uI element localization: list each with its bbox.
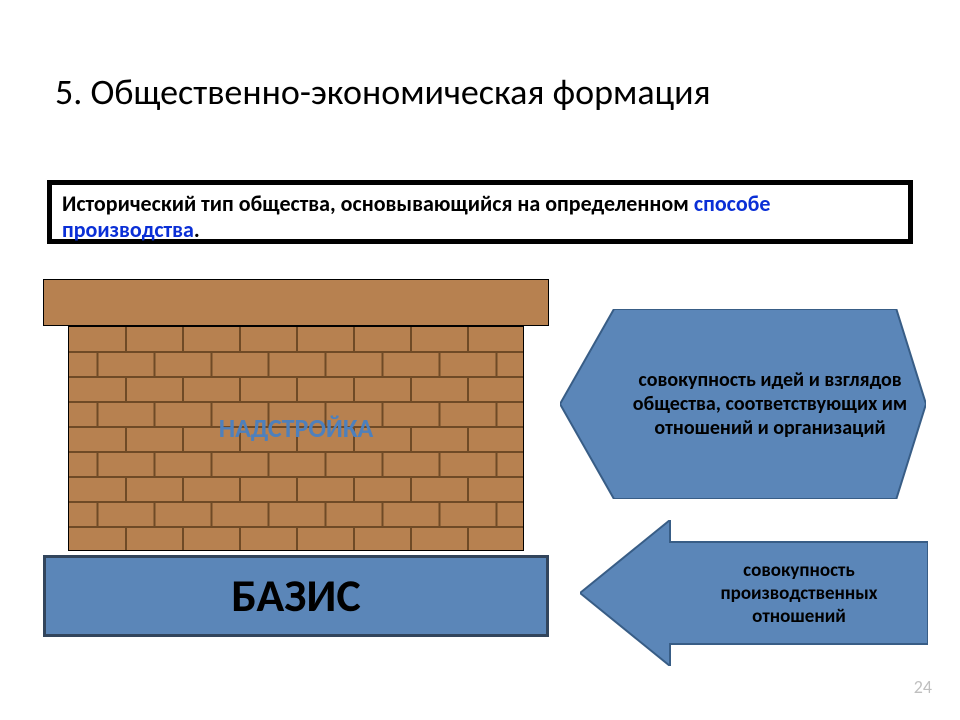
brick-wall: [68, 326, 524, 551]
callout-bottom: совокупность производственных отношений: [670, 542, 928, 644]
callout-top-text: совокупность идей и взглядов общества, с…: [614, 364, 926, 444]
basis-box: БАЗИС: [43, 555, 549, 637]
callout-bottom-text: совокупность производственных отношений: [670, 555, 928, 632]
callout-top: совокупность идей и взглядов общества, с…: [614, 309, 926, 499]
definition-text-after: .: [194, 216, 200, 243]
roof-block: [43, 279, 549, 326]
slide: 5. Общественно-экономическая формация Ис…: [0, 0, 960, 720]
definition-box: Исторический тип общества, основывающийс…: [47, 180, 913, 244]
brick-pattern: [69, 327, 524, 551]
basis-label: БАЗИС: [231, 568, 360, 624]
page-number: 24: [914, 676, 932, 698]
slide-title: 5. Общественно-экономическая формация: [55, 70, 711, 114]
definition-text-before: Исторический тип общества, основывающийс…: [62, 190, 694, 217]
